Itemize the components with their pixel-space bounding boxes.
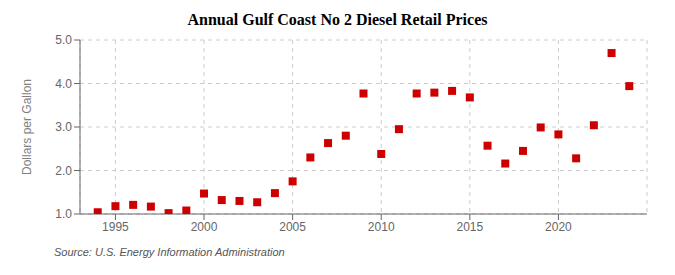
html-text:Annual Gulf Coast No 2 Diesel: Annual Gulf Coast No 2 Diesel Retail Pri…	[187, 11, 488, 28]
svg-text:Dollars per Gallon: Dollars per Gallon	[20, 79, 34, 175]
html-text:Source: U.S. Energy Informatio: Source: U.S. Energy Information Administ…	[54, 246, 285, 258]
svg-text:2010: 2010	[368, 220, 395, 234]
svg-text:2000: 2000	[191, 220, 218, 234]
svg-text:5.0: 5.0	[55, 33, 72, 47]
svg-text:1.0: 1.0	[55, 207, 72, 221]
svg-text:3.0: 3.0	[55, 120, 72, 134]
svg-text:2015: 2015	[456, 220, 483, 234]
svg-text:1995: 1995	[102, 220, 129, 234]
svg-text:2005: 2005	[279, 220, 306, 234]
svg-text:4.0: 4.0	[55, 77, 72, 91]
svg-text:2020: 2020	[545, 220, 572, 234]
svg-text:2.0: 2.0	[55, 164, 72, 178]
